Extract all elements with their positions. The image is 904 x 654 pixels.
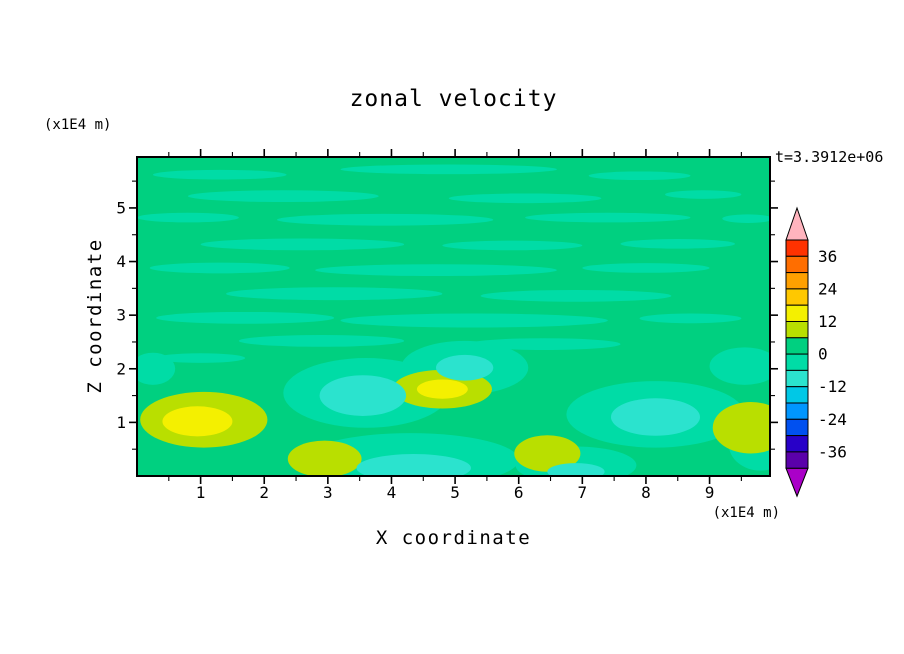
x-tick-label: 7	[578, 483, 588, 502]
colorbar-segment	[785, 272, 809, 290]
x-tick-label: 1	[196, 483, 206, 502]
y-axis-units: (x1E4 m)	[44, 117, 112, 133]
colorbar-segment	[785, 288, 809, 306]
y-tick-label: 1	[117, 413, 126, 432]
x-tick-label: 5	[450, 483, 460, 502]
colorbar-label: 0	[818, 345, 828, 364]
colorbar-label: 24	[818, 279, 837, 298]
colorbar: 36 24 12 0 -12 -24 -36	[785, 206, 847, 498]
x-tick-label: 4	[387, 483, 397, 502]
colorbar-segment	[785, 386, 809, 404]
colorbar-segment	[785, 255, 809, 274]
colorbar-label: 36	[818, 247, 837, 266]
y-tick-label: 3	[117, 306, 126, 325]
colorbar-label: -24	[818, 410, 847, 429]
timestamp-label: t=3.3912e+06	[775, 148, 884, 166]
page-title: zonal velocity	[349, 86, 558, 112]
x-axis-units: (x1E4 m)	[712, 505, 780, 521]
y-axis-title: Z coordinate	[84, 238, 106, 394]
colorbar-segment	[785, 418, 809, 437]
y-tick-label: 4	[117, 252, 126, 271]
colorbar-segment	[785, 369, 809, 388]
colorbar-segment	[785, 353, 809, 371]
x-tick-label: 3	[323, 483, 333, 502]
colorbar-label: -12	[818, 377, 847, 396]
colorbar-over-triangle	[785, 206, 809, 241]
colorbar-segment	[785, 337, 809, 355]
colorbar-segment	[785, 304, 809, 322]
x-tick-label: 6	[514, 483, 524, 502]
x-tick-label: 2	[259, 483, 269, 502]
y-tick-label: 2	[117, 359, 126, 378]
contour-field	[137, 157, 770, 476]
colorbar-label: -36	[818, 442, 847, 461]
colorbar-segment	[785, 321, 809, 339]
colorbar-segment	[785, 451, 809, 469]
x-axis-title: X coordinate	[375, 527, 532, 549]
colorbar-segment	[785, 239, 809, 257]
x-tick-label: 8	[641, 483, 651, 502]
colorbar-segment	[785, 435, 809, 453]
colorbar-label: 12	[818, 312, 837, 331]
colorbar-under-triangle	[785, 467, 809, 498]
contour-plot: 1 2 3 4 5 6 7 8 9 1 2 3 4 5	[117, 149, 778, 502]
colorbar-segment	[785, 402, 809, 420]
x-tick-label: 9	[705, 483, 715, 502]
y-tick-label: 5	[117, 198, 126, 217]
